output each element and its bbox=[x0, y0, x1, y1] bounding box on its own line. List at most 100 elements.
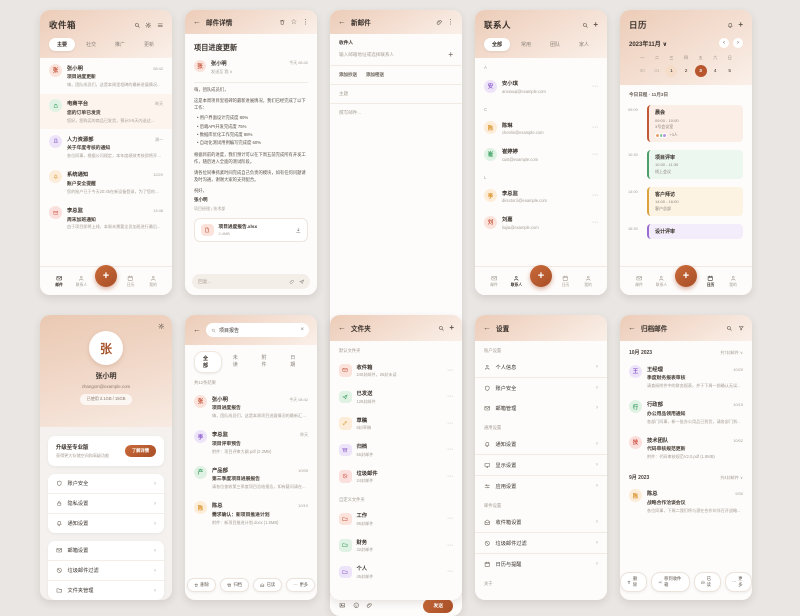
back-icon[interactable]: ← bbox=[628, 323, 636, 332]
filter-icon[interactable] bbox=[738, 325, 745, 332]
add-event-icon[interactable]: + bbox=[738, 20, 743, 29]
add-contact-icon[interactable]: + bbox=[593, 20, 598, 29]
contact-row[interactable]: 刘 刘嘉 liujia@example.com ⋯ bbox=[475, 209, 607, 236]
tab-social[interactable]: 社交 bbox=[86, 42, 97, 48]
back-icon[interactable]: ← bbox=[338, 17, 346, 26]
body-input[interactable]: 撰写邮件... bbox=[330, 104, 462, 122]
delete-chip[interactable]: 删除 bbox=[620, 572, 648, 592]
upgrade-button[interactable]: 了解详情 bbox=[124, 445, 156, 457]
tab-frequent[interactable]: 常用 bbox=[521, 42, 532, 48]
archived-email-item[interactable]: 陈 陈总 9/30 战略合作洽谈会议 各位同事，下周二我们将与潜在合作伙伴召开战略… bbox=[620, 484, 752, 520]
tab-family[interactable]: 家人 bbox=[579, 42, 590, 48]
contact-row[interactable]: 陈 陈琳 chenlin@example.com ⋯ bbox=[475, 115, 607, 142]
folder-row[interactable]: 已发送 128封邮件 ⋯ bbox=[330, 384, 462, 411]
menu-item-spam-filter[interactable]: 垃圾邮件过滤 › bbox=[48, 560, 164, 580]
settings-icon[interactable] bbox=[157, 323, 165, 330]
date-cell[interactable]: 2 bbox=[684, 68, 688, 74]
tab-attachments[interactable]: 附件 bbox=[261, 355, 267, 368]
contact-row[interactable]: 李 李总监 director.li@example.com ⋯ bbox=[475, 183, 607, 210]
paperclip-icon[interactable] bbox=[436, 19, 443, 26]
event-row[interactable]: 14:00 客户拜访 14:00 - 16:00 客户总部 bbox=[620, 183, 752, 220]
folder-row[interactable]: 收件箱 240封邮件，25封未读 ⋯ bbox=[330, 357, 462, 384]
subject-input[interactable]: 主题 bbox=[330, 85, 462, 104]
nav-calendar[interactable]: 日历 bbox=[557, 275, 575, 288]
prev-month-button[interactable]: ‹ bbox=[719, 38, 729, 48]
tab-unread[interactable]: 未读 bbox=[232, 355, 238, 368]
tab-primary[interactable]: 主要 bbox=[49, 38, 76, 51]
archive-group-header[interactable]: 10月 2023 共7封邮件 ∨ bbox=[620, 341, 752, 359]
search-result-item[interactable]: 产 产品部 10/05 第三季度项目进展报告 请各位查收第三季度项目总结报告，如有… bbox=[185, 460, 317, 496]
settings-row-personal-info[interactable]: 个人信息 › bbox=[475, 357, 607, 378]
email-list-item[interactable]: 电商平台 昨天 您的订单已发货 您好，您购买的商品已发货，预计3-5天内送达... bbox=[40, 93, 172, 130]
nav-contacts[interactable]: 联系人 bbox=[73, 275, 91, 288]
nav-me[interactable]: 我的 bbox=[144, 275, 162, 288]
email-list-item[interactable]: 系统通知 12/20 账户安全提醒 您的账户已于今天20:45在新设备登录，为了您… bbox=[40, 165, 172, 201]
search-icon[interactable] bbox=[582, 22, 589, 29]
search-result-item[interactable]: 陈 陈总 10/19 需求确认：新项目推进计划 附件：新项目推进计划.docx (… bbox=[185, 496, 317, 532]
download-icon[interactable] bbox=[295, 227, 302, 234]
to-input[interactable]: 输入邮箱地址或选择联系人 + bbox=[330, 48, 462, 66]
date-cell-selected[interactable]: 3 bbox=[694, 65, 707, 77]
tab-team[interactable]: 团队 bbox=[550, 42, 561, 48]
archived-email-item[interactable]: 技 技术团队 10/02 代码审核规范更新 附件：代码审核规范V2.0.pdf (… bbox=[620, 430, 752, 466]
menu-item-notifications[interactable]: 通知设置 › bbox=[48, 513, 164, 533]
email-list-item[interactable]: 人力资源部 周一 关于年度考核的通知 各位同事，根据公司规定，本年度绩效考核即将开… bbox=[40, 129, 172, 165]
paperclip-icon[interactable] bbox=[289, 279, 295, 285]
settings-row-account-security[interactable]: 账户安全 › bbox=[475, 378, 607, 398]
archive-group-header[interactable]: 9月 2023 共4封邮件 ∨ bbox=[620, 466, 752, 484]
nav-mail[interactable]: 邮件 bbox=[630, 275, 648, 288]
compose-fab[interactable]: + bbox=[530, 265, 552, 287]
more-icon[interactable]: ⋯ bbox=[447, 569, 453, 576]
menu-item-account-security[interactable]: 账户安全 › bbox=[48, 474, 164, 493]
bell-icon[interactable] bbox=[727, 22, 734, 29]
search-input[interactable]: 项目报告 × bbox=[206, 323, 309, 337]
settings-row-app[interactable]: 应用设置 › bbox=[475, 476, 607, 496]
date-cell[interactable]: 4 bbox=[713, 68, 717, 74]
more-icon[interactable]: ⋯ bbox=[447, 367, 453, 374]
delete-chip[interactable]: 删除 bbox=[186, 578, 216, 592]
star-icon[interactable]: ☆ bbox=[290, 18, 297, 26]
nav-me[interactable]: 我的 bbox=[579, 275, 597, 288]
email-list-item[interactable]: 李总监 13:48 周末加班通知 由于项目即将上线，本周末需要全员加班进行最后..… bbox=[40, 200, 172, 236]
compose-fab[interactable]: + bbox=[95, 265, 117, 287]
add-bcc-link[interactable]: 添加密送 bbox=[366, 72, 384, 77]
sender-meta[interactable]: 发送至 我 ∨ bbox=[211, 68, 233, 74]
mark-read-chip[interactable]: 已读 bbox=[253, 578, 283, 592]
nav-me[interactable]: 我的 bbox=[724, 275, 742, 288]
search-result-item[interactable]: 张 张小明 今天 08:42 项目进度报告 嗨，团队成员们，这是本周项目进展情况的… bbox=[185, 389, 317, 425]
event-row[interactable]: 16:30 设计评审 bbox=[620, 220, 752, 243]
mark-read-chip[interactable]: 已读 bbox=[693, 572, 721, 592]
nav-mail[interactable]: 邮件 bbox=[50, 275, 68, 288]
month-label[interactable]: 2023年11月 ∨ bbox=[629, 41, 668, 48]
more-icon[interactable]: ⋯ bbox=[592, 151, 598, 158]
more-icon[interactable]: ⋮ bbox=[302, 18, 309, 26]
menu-item-mail-settings[interactable]: 邮箱设置 › bbox=[48, 541, 164, 560]
more-icon[interactable]: ⋯ bbox=[447, 394, 453, 401]
contact-row[interactable]: 崔 崔婷婷 cuitt@example.com ⋯ bbox=[475, 141, 607, 168]
tab-all[interactable]: 全部 bbox=[194, 351, 222, 373]
contact-row[interactable]: 安 安小琪 anxiaoqi@example.com ⋯ bbox=[475, 73, 607, 100]
search-result-item[interactable]: 李 李总监 昨天 项目评审预告 附件：项目评审大纲.pdf (2.3MB) bbox=[185, 425, 317, 461]
tab-updates[interactable]: 更新 bbox=[144, 42, 155, 48]
more-icon[interactable]: ⋯ bbox=[447, 420, 453, 427]
date-cell[interactable]: 30 bbox=[639, 68, 645, 74]
search-icon[interactable] bbox=[134, 22, 141, 29]
email-list-item[interactable]: 张 张小明 08:42 项目进度更新 嗨，团队成员们，这是本周里程碑的最新进展情况… bbox=[40, 58, 172, 94]
back-icon[interactable]: ← bbox=[193, 325, 201, 334]
settings-row-spam-filter[interactable]: 垃圾邮件过滤 › bbox=[475, 533, 607, 554]
settings-row-calendar-reminders[interactable]: 日历与提醒 › bbox=[475, 554, 607, 574]
folder-row[interactable]: 个人 45封邮件 ⋯ bbox=[330, 559, 462, 586]
add-cc-link[interactable]: 添加抄送 bbox=[339, 72, 357, 77]
settings-row-mailbox-management[interactable]: 邮箱管理 › bbox=[475, 398, 607, 418]
date-cell[interactable]: 5 bbox=[728, 68, 732, 74]
compose-fab[interactable]: + bbox=[675, 265, 697, 287]
more-icon[interactable]: ⋯ bbox=[592, 193, 598, 200]
folder-row[interactable]: 归档 56封邮件 ⋯ bbox=[330, 437, 462, 464]
nav-mail[interactable]: 邮件 bbox=[485, 275, 503, 288]
event-row[interactable]: 10:30 项目评审 10:30 - 11:30 线上会议 bbox=[620, 146, 752, 183]
add-recipient-icon[interactable]: + bbox=[448, 50, 453, 59]
archived-email-item[interactable]: 王 王经理 10/20 季度财务报表审核 请查阅附件中的财务报表，并于下周一前确认… bbox=[620, 359, 752, 395]
menu-item-folder-management[interactable]: 文件夹管理 › bbox=[48, 580, 164, 600]
settings-row-inbox[interactable]: 收件箱设置 › bbox=[475, 512, 607, 533]
more-icon[interactable]: ⋯ bbox=[592, 125, 598, 132]
